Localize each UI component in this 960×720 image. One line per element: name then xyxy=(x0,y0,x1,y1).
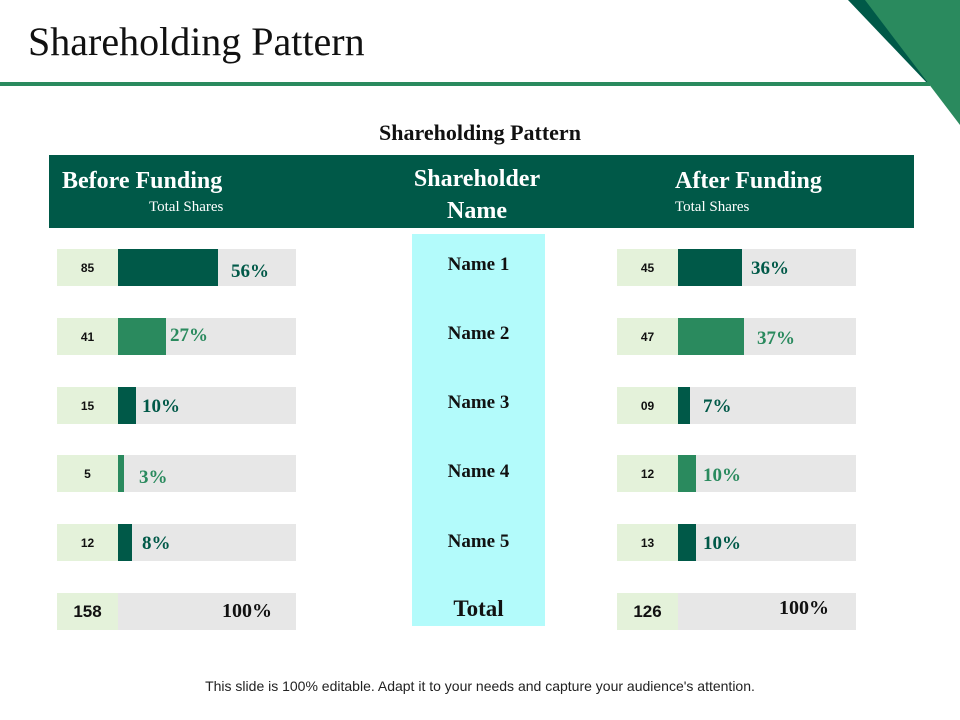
after-bar xyxy=(678,249,742,286)
before-bar-track xyxy=(118,318,296,355)
after-percent-label: 36% xyxy=(751,258,789,279)
after-bar xyxy=(678,387,690,424)
before-share-count: 85 xyxy=(57,249,118,286)
before-bar-track xyxy=(118,524,296,561)
after-share-count: 47 xyxy=(617,318,678,355)
before-bar-track xyxy=(118,249,296,286)
before-bar xyxy=(118,387,136,424)
chart-title: Shareholding Pattern xyxy=(379,120,581,145)
before-bar xyxy=(118,318,166,355)
after-share-count: 12 xyxy=(617,455,678,492)
before-percent-label: 3% xyxy=(139,467,168,488)
before-total-shares: 158 xyxy=(57,593,118,630)
before-share-count: 5 xyxy=(57,455,118,492)
before-funding-subheading: Total Shares xyxy=(149,199,224,215)
shareholder-name: Name 2 xyxy=(447,323,510,344)
before-percent-label: 56% xyxy=(231,261,269,282)
after-bar-track xyxy=(678,387,856,424)
before-bar xyxy=(118,455,124,492)
total-label: Total xyxy=(453,596,504,621)
after-bar-track xyxy=(678,249,856,286)
before-bar-track xyxy=(118,387,296,424)
after-percent-label: 37% xyxy=(757,328,795,349)
before-total-percent: 100% xyxy=(222,600,272,622)
shareholder-heading-line1: Shareholder xyxy=(413,166,541,192)
corner-decoration xyxy=(848,0,960,125)
after-funding-heading: After Funding xyxy=(675,168,822,194)
after-bar xyxy=(678,524,696,561)
title-divider xyxy=(0,82,930,86)
before-share-count: 15 xyxy=(57,387,118,424)
before-funding-heading: Before Funding xyxy=(62,168,223,194)
shareholder-name: Name 5 xyxy=(447,531,510,552)
after-total-shares: 126 xyxy=(617,593,678,630)
footer-note: This slide is 100% editable. Adapt it to… xyxy=(205,678,755,694)
after-bar-track xyxy=(678,524,856,561)
after-bar xyxy=(678,455,696,492)
shareholder-name: Name 1 xyxy=(447,254,510,275)
before-share-count: 12 xyxy=(57,524,118,561)
before-share-count: 41 xyxy=(57,318,118,355)
shareholder-name: Name 4 xyxy=(447,461,510,482)
before-percent-label: 8% xyxy=(142,533,171,554)
before-bar xyxy=(118,524,132,561)
before-percent-label: 10% xyxy=(142,396,180,417)
after-percent-label: 7% xyxy=(703,396,732,417)
after-funding-subheading: Total Shares xyxy=(675,199,750,215)
after-percent-label: 10% xyxy=(703,533,741,554)
after-total-track xyxy=(678,593,856,630)
before-bar xyxy=(118,249,218,286)
slide-title: Shareholding Pattern xyxy=(28,19,365,64)
before-bar-track xyxy=(118,455,296,492)
after-share-count: 13 xyxy=(617,524,678,561)
shareholder-name-heading: Shareholder Name xyxy=(377,163,577,227)
before-percent-label: 27% xyxy=(170,325,208,346)
after-bar-track xyxy=(678,318,856,355)
after-bar-track xyxy=(678,455,856,492)
after-share-count: 09 xyxy=(617,387,678,424)
after-total-percent: 100% xyxy=(779,597,829,619)
table-header: Before Funding Total Shares Shareholder … xyxy=(49,155,914,228)
shareholder-heading-line2: Name xyxy=(447,198,507,224)
shareholder-name-column: Name 1 Name 2 Name 3 Name 4 Name 5 Total xyxy=(412,234,545,626)
after-percent-label: 10% xyxy=(703,465,741,486)
after-bar xyxy=(678,318,744,355)
after-share-count: 45 xyxy=(617,249,678,286)
shareholder-name: Name 3 xyxy=(447,392,510,413)
before-total-track xyxy=(118,593,296,630)
